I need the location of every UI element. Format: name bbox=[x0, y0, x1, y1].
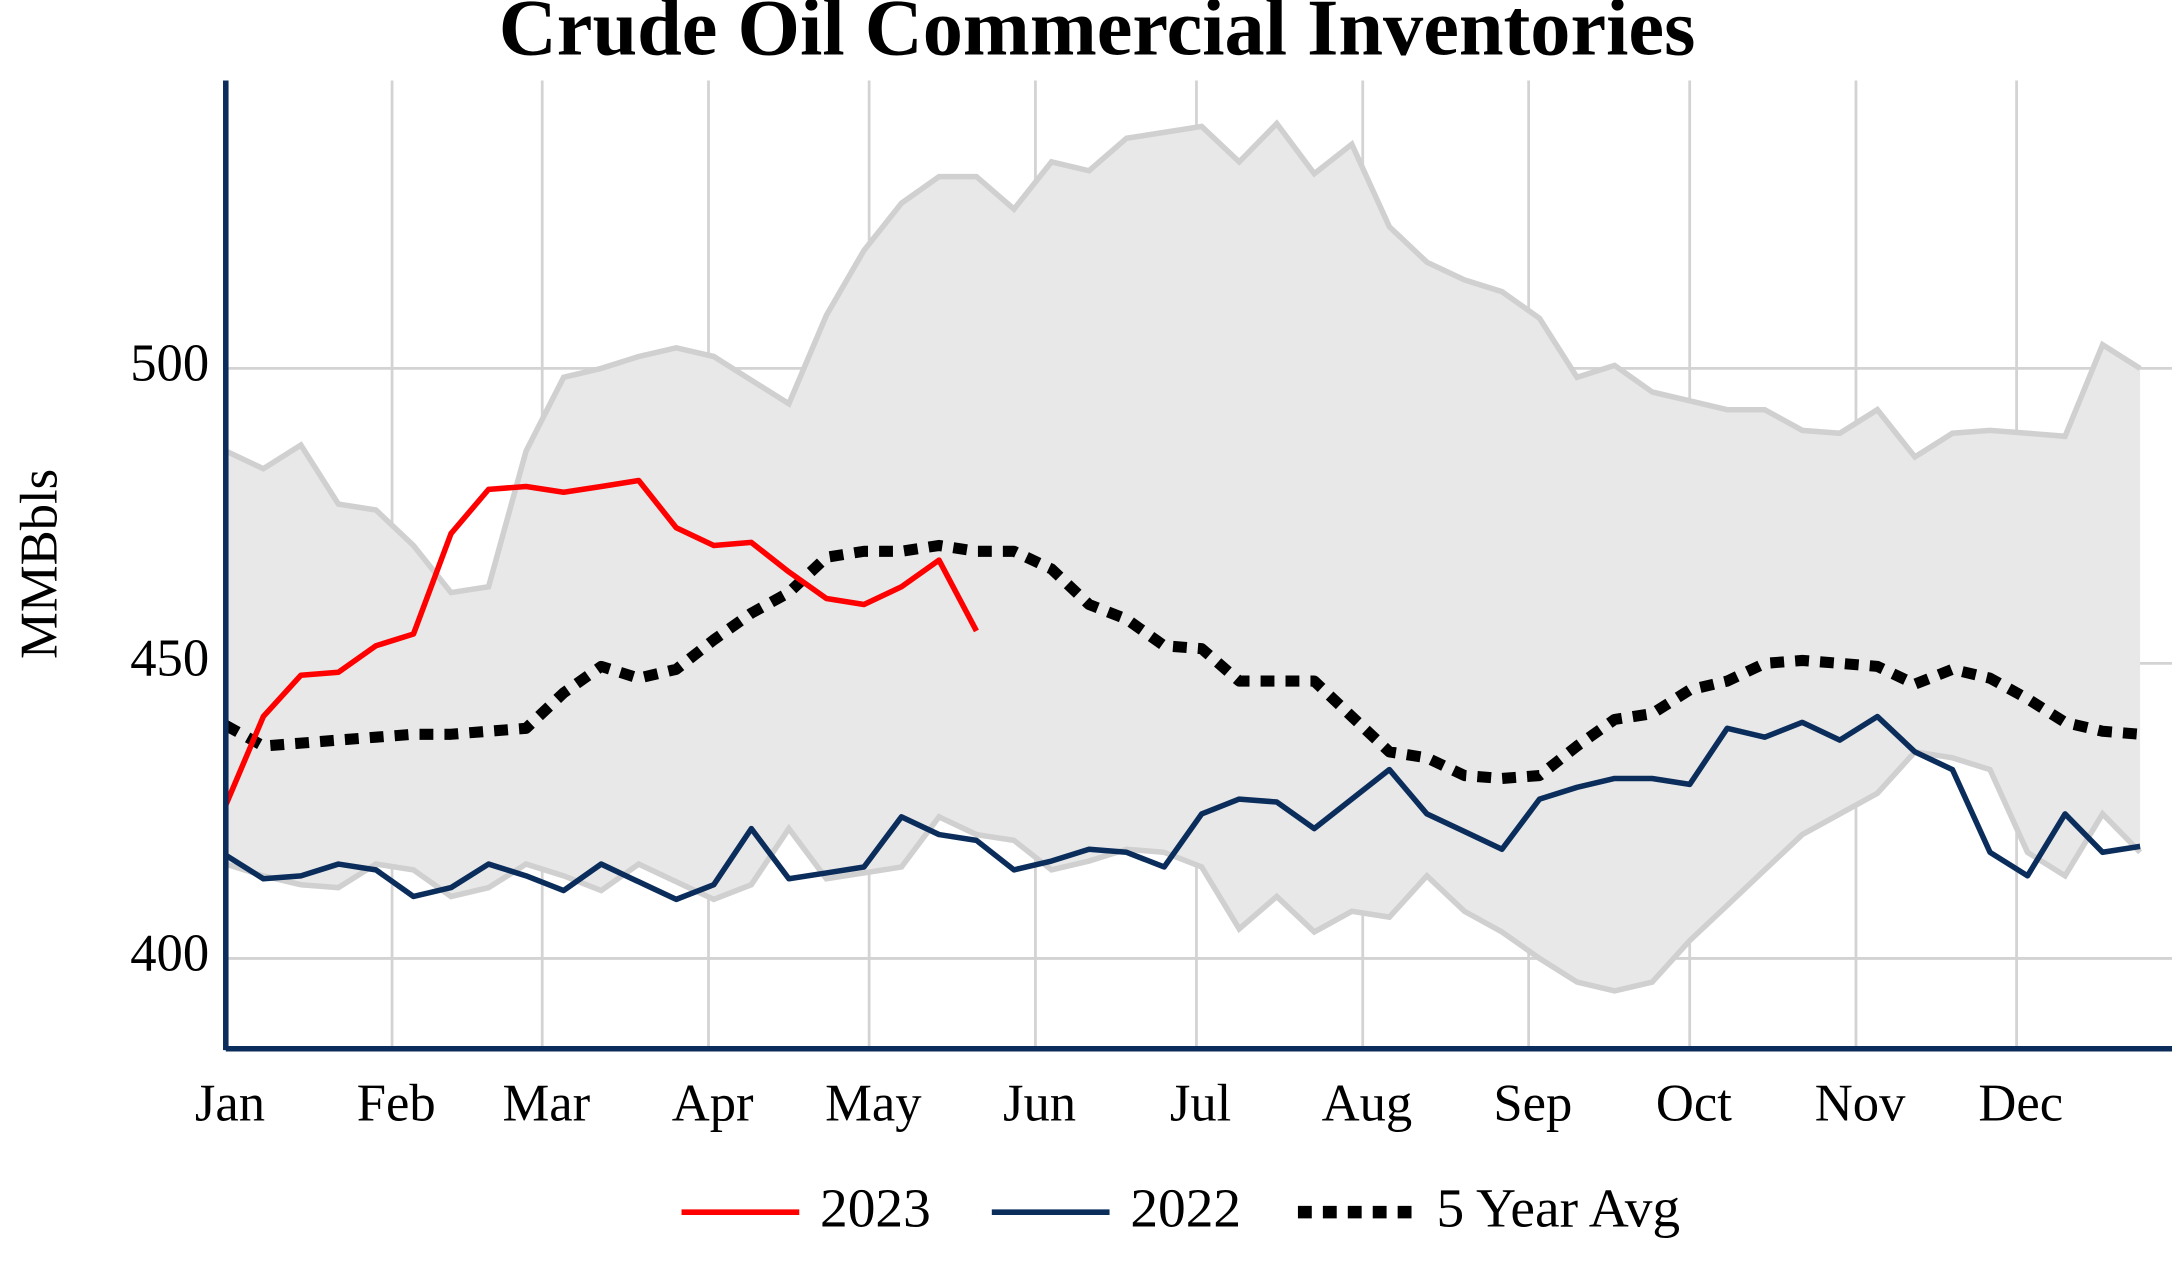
axes: 400 450 500 Jan Feb Mar Apr May Jun Jul Aug Sep Oct N… bbox=[130, 80, 2172, 1132]
series-line bbox=[225, 713, 2141, 903]
x-tick-label: Apr bbox=[672, 1074, 754, 1132]
y-tick-label: 400 bbox=[130, 925, 209, 983]
x-tick-label: Jul bbox=[1170, 1074, 1231, 1132]
x-tick-label: May bbox=[825, 1074, 922, 1132]
range-band bbox=[225, 123, 2141, 991]
x-tick-label: Sep bbox=[1493, 1074, 1572, 1132]
x-tick-label: Jun bbox=[1003, 1074, 1076, 1132]
range-upper-line bbox=[225, 119, 2142, 596]
chart-title: Crude Oil Commercial Inventories bbox=[499, 0, 1696, 73]
y-axis-label: MMBbls bbox=[10, 469, 68, 659]
x-tick-label: Aug bbox=[1322, 1074, 1413, 1132]
series-line bbox=[225, 539, 2141, 785]
x-tick-label: Dec bbox=[1978, 1074, 2063, 1132]
legend: 2023 2022 5 Year Avg bbox=[681, 1177, 1680, 1238]
y-tick-label: 500 bbox=[130, 334, 209, 392]
plot-area bbox=[225, 119, 2143, 994]
legend-label: 2023 bbox=[820, 1177, 931, 1238]
x-tick-label: Mar bbox=[503, 1074, 591, 1132]
x-tick-label: Feb bbox=[357, 1074, 436, 1132]
x-tick-label: Nov bbox=[1815, 1074, 1906, 1132]
range-lower-line bbox=[225, 748, 2143, 994]
x-tick-label: Jan bbox=[195, 1074, 265, 1132]
x-tick-label: Oct bbox=[1656, 1074, 1732, 1132]
series-line bbox=[225, 477, 979, 807]
legend-label: 2022 bbox=[1130, 1177, 1241, 1238]
y-tick-label: 450 bbox=[130, 629, 209, 687]
legend-label: 5 Year Avg bbox=[1436, 1177, 1680, 1238]
